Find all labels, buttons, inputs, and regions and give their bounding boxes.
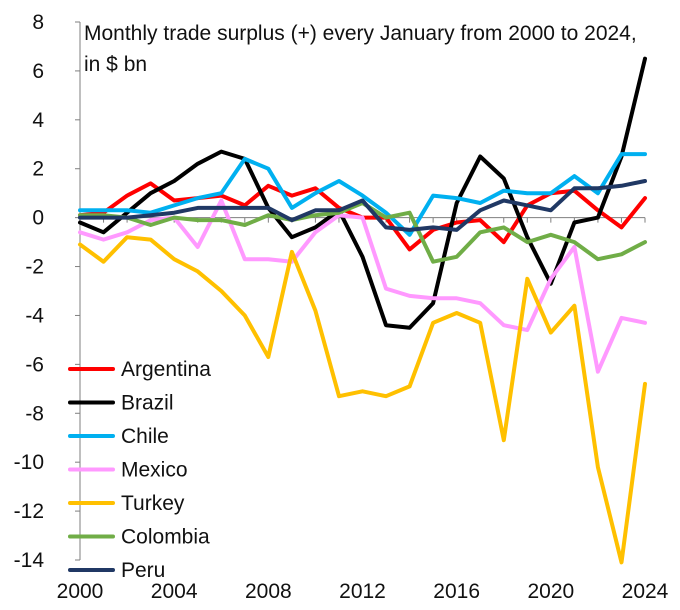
x-tick-label: 2008 xyxy=(245,580,292,603)
y-tick-label: -14 xyxy=(14,549,45,572)
legend-label-argentina: Argentina xyxy=(121,358,211,381)
x-tick-label: 2024 xyxy=(622,580,669,603)
y-tick-label: 0 xyxy=(32,207,44,230)
legend: Argentina Brazil Chile Mexico Turkey Colombia… xyxy=(68,358,211,582)
x-tick-label: 2012 xyxy=(339,580,386,603)
y-tick-label: -12 xyxy=(14,500,44,523)
x-tick-label: 2004 xyxy=(151,580,198,603)
legend-label-brazil: Brazil xyxy=(121,392,174,415)
legend-label-colombia: Colombia xyxy=(121,526,210,549)
legend-label-peru: Peru xyxy=(121,559,165,582)
y-tick-label: 2 xyxy=(32,158,44,181)
series-line-chile xyxy=(78,152,647,237)
axes: 8 6 4 2 0 -2 -4 -6 -8 -10 -12 -14 2000 2004 2008 2012 20… xyxy=(14,11,669,603)
y-tick-label: -6 xyxy=(25,353,44,376)
y-tick-label: 8 xyxy=(32,11,44,34)
legend-label-turkey: Turkey xyxy=(121,492,185,515)
series-layer xyxy=(78,56,647,565)
y-tick-label: -2 xyxy=(25,256,44,279)
y-tick-label: -10 xyxy=(14,451,44,474)
chart-title: Monthly trade surplus (+) every January … xyxy=(84,22,637,76)
legend-label-mexico: Mexico xyxy=(121,459,188,482)
x-tick-label: 2020 xyxy=(527,580,574,603)
legend-label-chile: Chile xyxy=(121,425,169,448)
x-tick-label: 2000 xyxy=(57,580,104,603)
series-line-peru xyxy=(78,179,647,232)
series-line-turkey xyxy=(78,235,647,565)
y-tick-label: 6 xyxy=(32,60,44,83)
y-tick-label: 4 xyxy=(32,109,44,132)
y-tick-label: -4 xyxy=(25,304,44,327)
series-line-mexico xyxy=(78,198,647,374)
x-tick-label: 2016 xyxy=(433,580,480,603)
series-line-brazil xyxy=(78,56,647,330)
y-tick-label: -8 xyxy=(25,402,44,425)
